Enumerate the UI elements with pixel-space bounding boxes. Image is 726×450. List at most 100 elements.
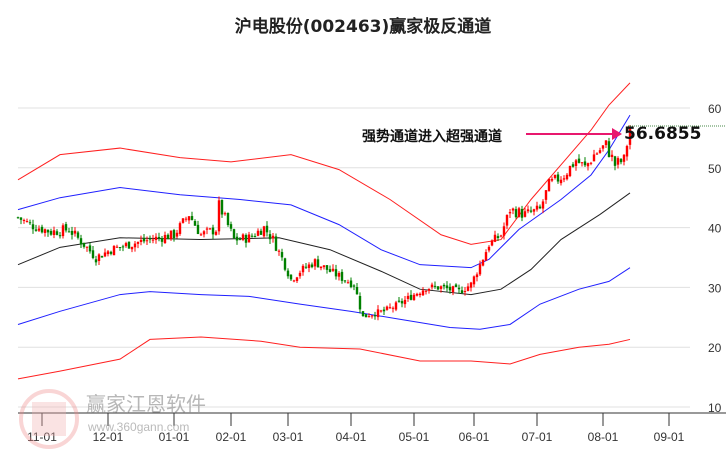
candle-body [202, 231, 206, 235]
candle-body [268, 234, 272, 240]
candle-body [304, 266, 308, 268]
candle-body [259, 230, 263, 235]
candle-body [88, 245, 92, 252]
candle-body [220, 200, 224, 215]
candle-body [619, 159, 623, 163]
candle-body [223, 213, 227, 215]
candle-body [499, 235, 503, 237]
candle-body [535, 205, 539, 210]
candle-body [307, 264, 311, 268]
candle-body [427, 288, 431, 291]
candle-body [520, 208, 524, 218]
candle-body [16, 217, 20, 219]
candle-body [508, 212, 512, 214]
candle-body [295, 277, 299, 282]
channel-line-blue-lower [17, 267, 631, 330]
candle-body [310, 264, 314, 268]
candle-body [439, 286, 443, 289]
x-tick-label: 12-01 [93, 430, 124, 444]
y-tick-label: 40 [708, 222, 722, 236]
x-tick-label: 01-01 [159, 430, 190, 444]
candle-body [490, 240, 494, 246]
candle-body [343, 280, 347, 282]
candle-body [613, 156, 617, 166]
candle-body [517, 208, 521, 217]
candle-body [580, 162, 584, 164]
candle-body [592, 154, 596, 162]
candle-body [418, 293, 422, 296]
candle-body [28, 222, 32, 224]
candle-body [355, 287, 359, 295]
candle-body [145, 240, 149, 242]
candle-body [484, 252, 488, 261]
candle-body [367, 316, 371, 318]
candle-body [313, 259, 317, 267]
candle-body [598, 150, 602, 153]
x-tick-label: 04-01 [336, 430, 367, 444]
candle-body [571, 164, 575, 167]
candle-body [133, 243, 137, 248]
candle-body [406, 295, 410, 299]
candle-body [466, 286, 470, 291]
candle-body [328, 269, 332, 272]
candle-body [235, 236, 239, 241]
candle-body [382, 309, 386, 312]
candle-body [106, 251, 110, 255]
candle-body [397, 300, 401, 302]
candle-body [475, 274, 479, 278]
candle-body [487, 246, 491, 251]
candle-body [232, 229, 236, 239]
candle-body [463, 291, 467, 293]
candle-body [52, 230, 56, 236]
candle-body [61, 225, 65, 237]
candle-body [97, 254, 101, 262]
candle-body [586, 163, 590, 167]
x-tick-label: 09-01 [654, 430, 685, 444]
candle-body [346, 282, 350, 284]
candle-body [118, 247, 122, 249]
candle-body [583, 161, 587, 166]
candle-body [43, 229, 47, 233]
x-tick-label: 06-01 [459, 430, 490, 444]
candle-body [601, 145, 605, 149]
candle-body [280, 252, 284, 258]
candle-body [568, 165, 572, 177]
candle-body [283, 258, 287, 270]
candle-body [46, 229, 50, 233]
candle-body [286, 270, 290, 277]
candle-body [253, 236, 257, 238]
candle-body [478, 264, 482, 275]
candle-body [208, 228, 212, 230]
y-tick-label: 20 [708, 341, 722, 355]
candle-body [289, 274, 293, 280]
candle-body [358, 296, 362, 310]
candle-body [298, 272, 302, 277]
candle-body [184, 218, 188, 220]
candle-body [364, 314, 368, 318]
candle-body [151, 239, 155, 241]
candle-body [271, 235, 275, 239]
candle-body [190, 216, 194, 221]
candle-body [604, 140, 608, 146]
candle-body [352, 285, 356, 287]
candle-body [115, 246, 119, 248]
candle-body [130, 246, 134, 250]
candle-body [547, 178, 551, 192]
candle-body [121, 246, 125, 248]
candle-body [256, 230, 260, 236]
annotation-arrow-head-icon [612, 128, 622, 140]
candle-body [217, 200, 221, 232]
candle-body [112, 245, 116, 256]
candle-body [541, 201, 545, 209]
candle-body [55, 231, 59, 235]
candle-body [562, 178, 566, 180]
x-tick-label: 07-01 [522, 430, 553, 444]
candle-body [169, 230, 173, 240]
candle-body [400, 301, 404, 304]
x-tick-label: 05-01 [399, 430, 430, 444]
candle-body [64, 224, 68, 231]
candle-body [577, 158, 581, 163]
candle-body [82, 242, 86, 247]
candle-body [58, 235, 62, 237]
